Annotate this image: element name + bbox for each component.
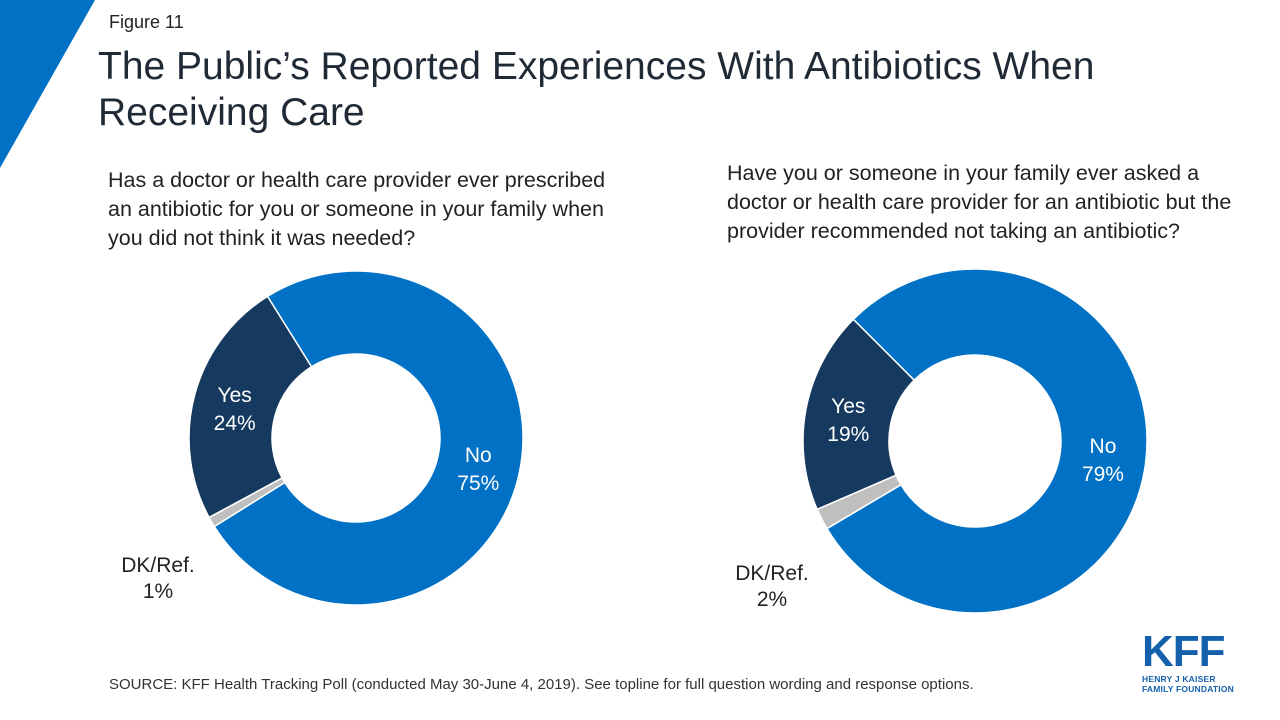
logo-line-1: HENRY J KAISER: [1142, 674, 1216, 684]
left-dk-value: 1%: [108, 579, 208, 605]
page-title: The Public’s Reported Experiences With A…: [98, 45, 1095, 134]
right-label-yes: Yes 19%: [827, 395, 869, 446]
left-label-yes: Yes 24%: [214, 384, 256, 435]
kff-logo: KFF HENRY J KAISER FAMILY FOUNDATION: [1142, 627, 1238, 695]
logo-line-2: FAMILY FOUNDATION: [1142, 684, 1235, 694]
left-donut-chart: No 75% Yes 24%: [188, 270, 524, 606]
logo-wordmark: KFF: [1142, 627, 1226, 676]
corner-accent: [0, 0, 95, 168]
left-dk-category: DK/Ref.: [121, 554, 195, 577]
right-dk-label: DK/Ref. 2%: [722, 561, 822, 613]
source-note: SOURCE: KFF Health Tracking Poll (conduc…: [109, 676, 974, 693]
right-chart-question: Have you or someone in your family ever …: [727, 161, 1232, 243]
left-dk-label: DK/Ref. 1%: [108, 553, 208, 605]
left-slice-yes: [188, 295, 313, 519]
right-slice-yes: [802, 318, 916, 511]
right-dk-value: 2%: [722, 587, 822, 613]
right-dk-category: DK/Ref.: [735, 562, 809, 585]
right-dk-percent: 2%: [756, 588, 788, 611]
left-label-no: No 75%: [457, 444, 499, 495]
right-label-no: No 79%: [1082, 435, 1124, 486]
left-chart-question: Has a doctor or health care provider eve…: [108, 168, 606, 250]
figure-label: Figure 11: [109, 12, 184, 32]
right-donut-chart: No 79% Yes 19%: [802, 268, 1148, 614]
left-dk-percent: 1%: [142, 580, 174, 603]
right-slice-no: [825, 268, 1148, 614]
left-slice-no: [213, 270, 524, 606]
